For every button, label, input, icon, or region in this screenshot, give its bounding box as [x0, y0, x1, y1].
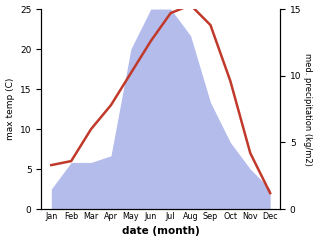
Y-axis label: max temp (C): max temp (C)	[5, 78, 15, 140]
Y-axis label: med. precipitation (kg/m2): med. precipitation (kg/m2)	[303, 53, 313, 166]
X-axis label: date (month): date (month)	[122, 227, 200, 236]
